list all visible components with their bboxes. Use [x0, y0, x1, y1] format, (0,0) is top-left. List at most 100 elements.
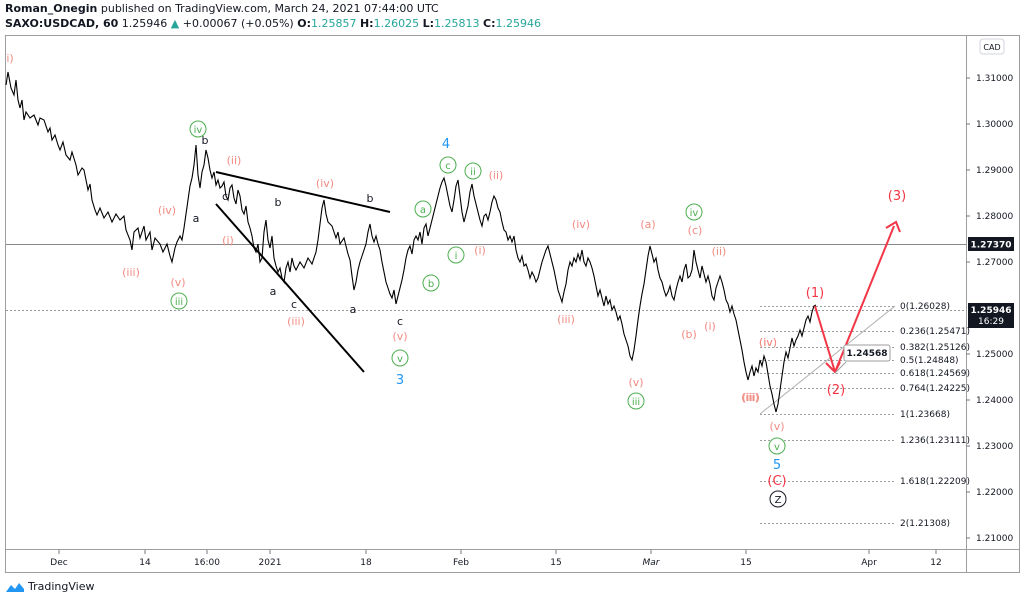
published-text: published on TradingView.com, March 24, …	[100, 2, 439, 15]
svg-text:(iii): (iii)	[122, 266, 140, 279]
last-price: 1.25946	[121, 17, 168, 30]
time-axis[interactable]: Dec 14 16:00 2021 18 Feb 15 Mar 15 Apr 1…	[50, 550, 942, 568]
time-tick: Dec	[50, 558, 67, 568]
svg-text:(ii): (ii)	[227, 154, 242, 167]
time-tick: Feb	[453, 558, 469, 568]
chart-frame	[5, 35, 1020, 573]
fib-level-label: 0.382(1.25126)	[900, 343, 970, 353]
fib-level-label: 0.236(1.25471)	[900, 327, 970, 337]
symbol: SAXO:USDCAD, 60	[5, 17, 119, 30]
blue-wave-labels: 4 3 5	[396, 137, 781, 473]
target-price-label: 1.24568	[847, 349, 888, 359]
wedge-upper-trendline[interactable]	[215, 171, 391, 213]
price-tick: 1.23000	[976, 442, 1013, 452]
time-tick: 15	[550, 558, 561, 568]
price-tick: 1.21000	[976, 534, 1013, 544]
low-label: L:	[422, 17, 434, 30]
tradingview-logo-icon	[6, 582, 24, 592]
svg-text:ii: ii	[470, 167, 476, 178]
brand-name[interactable]: TradingView	[28, 580, 95, 593]
price-series	[5, 71, 817, 413]
circled-z-label	[769, 490, 787, 508]
target-price-callout[interactable]	[843, 344, 891, 362]
svg-text:(iv): (iv)	[759, 336, 777, 349]
red-wave-labels: (1) (2) (3) (C)	[767, 189, 906, 489]
svg-text:(iii): (iii)	[741, 391, 759, 404]
up-arrow-icon: ▲	[170, 17, 180, 30]
svg-text:5: 5	[773, 458, 781, 473]
horizontal-line-price-label: 1.27370	[971, 241, 1012, 251]
black-wave-labels: b a c b a c b a c	[193, 134, 403, 328]
price-tick: 1.25000	[976, 350, 1013, 360]
fib-trend-line[interactable]	[759, 305, 896, 415]
close-label: C:	[483, 17, 496, 30]
price-tick: 1.22000	[976, 488, 1013, 498]
time-tick: 2021	[259, 558, 282, 568]
svg-text:a: a	[420, 205, 426, 216]
fib-level-label: 2(1.21308)	[900, 519, 950, 529]
last-price-tag	[968, 303, 1014, 328]
close-value: 1.25946	[495, 17, 541, 30]
fib-level-label: 0.5(1.24848)	[900, 356, 959, 366]
price-tick: 1.27000	[976, 258, 1013, 268]
svg-text:(iv): (iv)	[158, 204, 176, 217]
svg-text:(iv): (iv)	[759, 336, 777, 349]
svg-text:c: c	[222, 190, 228, 203]
time-tick: 15	[740, 558, 751, 568]
circled-z-text: Z	[775, 495, 782, 506]
svg-text:(iii): (iii)	[742, 391, 760, 404]
svg-text:v: v	[774, 442, 780, 453]
svg-text:(iv): (iv)	[572, 218, 590, 231]
svg-text:(b): (b)	[681, 328, 697, 341]
svg-text:(a): (a)	[640, 218, 655, 231]
svg-text:iii: iii	[632, 397, 640, 408]
svg-text:(v): (v)	[628, 376, 643, 389]
svg-text:3: 3	[396, 373, 404, 388]
target-callout-line	[834, 361, 847, 374]
svg-text:b: b	[428, 279, 434, 290]
svg-text:b: b	[275, 196, 282, 209]
fib-level-label: 1.618(1.22209)	[900, 477, 970, 487]
svg-text:(i): (i)	[474, 244, 486, 257]
author-name[interactable]: Roman_Onegin	[5, 2, 98, 15]
publish-info: Roman_Onegin published on TradingView.co…	[5, 2, 439, 15]
svg-text:(ii): (ii)	[489, 169, 504, 182]
svg-text:c: c	[397, 315, 403, 328]
fib-level-label: 1.236(1.23111)	[900, 436, 970, 446]
pink-wave-labels: i) (iii) (iv) (v) (ii) (i) (iii) (iv) (v…	[6, 52, 784, 433]
svg-text:b: b	[202, 134, 209, 147]
svg-text:c: c	[291, 298, 297, 311]
price-axis[interactable]: 1.31000 1.30000 1.29000 1.28000 1.27000 …	[966, 74, 1013, 544]
fib-level-label: 0.618(1.24569)	[900, 369, 970, 379]
svg-text:iv: iv	[194, 125, 203, 136]
bar-countdown: 16:29	[978, 317, 1004, 327]
svg-text:(i): (i)	[222, 234, 234, 247]
svg-text:a: a	[270, 285, 277, 298]
svg-text:(C): (C)	[767, 474, 786, 489]
price-change: +0.00067 (+0.05%)	[182, 17, 294, 30]
wedge-lower-trendline[interactable]	[215, 203, 365, 373]
currency-label: CAD	[983, 43, 1000, 52]
svg-text:i): i)	[6, 52, 13, 65]
svg-text:(v): (v)	[170, 276, 185, 289]
svg-text:(2): (2)	[827, 383, 845, 398]
symbol-info: SAXO:USDCAD, 60 1.25946 ▲ +0.00067 (+0.0…	[5, 17, 541, 30]
open-label: O:	[297, 17, 311, 30]
price-tick: 1.28000	[976, 212, 1013, 222]
time-tick: 12	[930, 558, 941, 568]
low-value: 1.25813	[434, 17, 480, 30]
svg-text:(3): (3)	[888, 189, 906, 204]
currency-badge[interactable]	[979, 38, 1005, 55]
svg-text:(iv): (iv)	[316, 177, 334, 190]
fib-level-label: 0(1.26028)	[900, 302, 950, 312]
price-tick: 1.30000	[976, 120, 1013, 130]
svg-text:c: c	[445, 161, 451, 172]
svg-text:a: a	[193, 212, 200, 225]
time-tick: 18	[360, 558, 372, 568]
svg-text:iii: iii	[175, 297, 183, 308]
price-tick: 1.31000	[976, 74, 1013, 84]
time-tick: Mar	[643, 558, 661, 568]
svg-text:(i): (i)	[704, 320, 716, 333]
price-tick: 1.24000	[976, 396, 1013, 406]
